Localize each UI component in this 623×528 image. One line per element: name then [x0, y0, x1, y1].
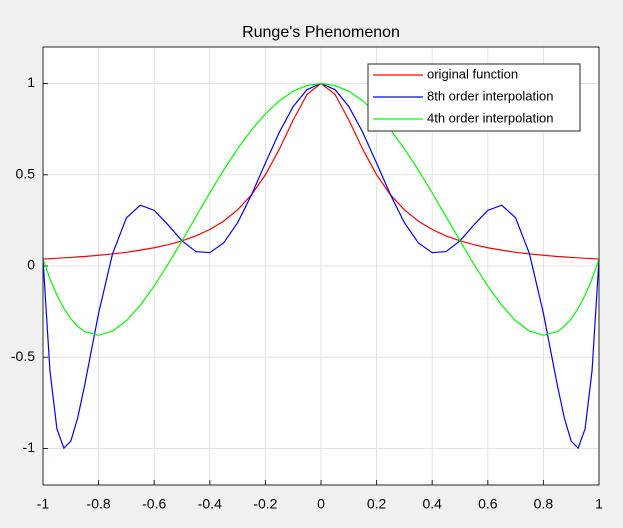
chart-title: Runge's Phenomenon	[242, 24, 400, 41]
x-tick-label: -1	[37, 496, 50, 512]
x-tick-label: -0.6	[142, 496, 166, 512]
x-tick-label: 0	[317, 496, 325, 512]
x-tick-label: 1	[595, 496, 603, 512]
x-tick-label: -0.2	[253, 496, 277, 512]
x-tick-label: 0.4	[422, 496, 442, 512]
legend: original function 8th order interpolation…	[367, 63, 581, 132]
y-tick-label: -1	[23, 439, 36, 455]
x-tick-label: -0.8	[87, 496, 111, 512]
y-tick-label: 1	[27, 74, 35, 90]
x-tick-label: 0.8	[534, 496, 554, 512]
legend-label: original function	[427, 66, 518, 81]
y-tick-label: 0	[27, 257, 35, 273]
legend-label: 4th order interpolation	[427, 110, 553, 125]
series-line	[42, 82, 600, 336]
x-tick-label: 0.6	[478, 496, 498, 512]
legend-label: 8th order interpolation	[427, 88, 553, 103]
x-tick-label: 0.2	[367, 496, 387, 512]
plot-frame	[42, 46, 600, 486]
y-tick-label: 0.5	[16, 165, 36, 181]
y-tick-label: -0.5	[11, 348, 35, 364]
x-tick-label: -0.4	[198, 496, 222, 512]
